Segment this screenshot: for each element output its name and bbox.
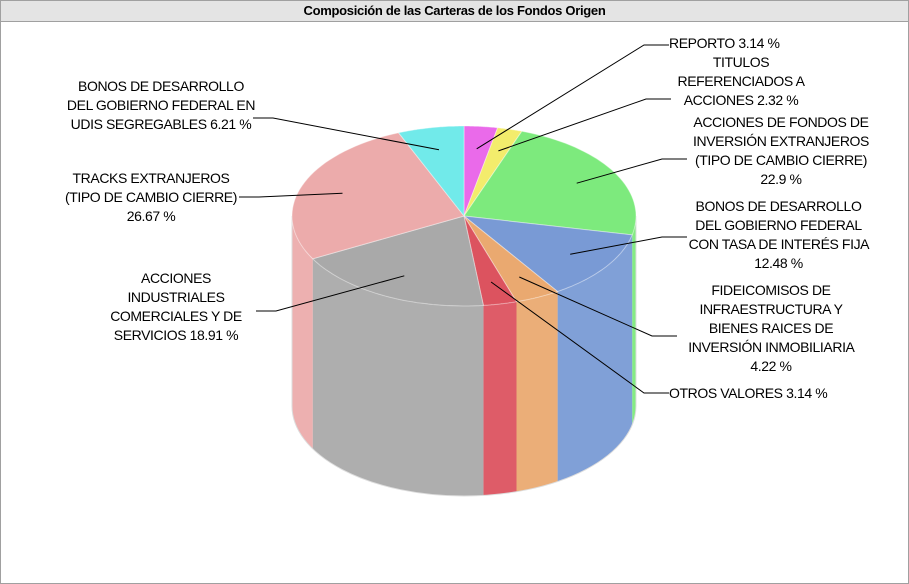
slice (311, 215, 485, 307)
leader-line (476, 44, 669, 150)
value-label: 3.14 % (738, 35, 780, 51)
leader-line (239, 192, 343, 198)
value-label: 26.67 % (126, 208, 176, 224)
slice-label: BONOS DE DESARROLLO DEL GOBIERNO FEDERAL… (686, 197, 871, 273)
cylinder-back (291, 216, 637, 497)
category-label: FIDEICOMISOS DE INFRAESTRUCTURA Y BIENES… (688, 282, 854, 355)
slice-side (483, 301, 517, 496)
slice-label: BONOS DE DESARROLLO DEL GOBIERNO FEDERAL… (66, 77, 256, 134)
leader-line (498, 98, 671, 152)
category-label: ACCIONES DE FONDOS DE INVERSIÓN EXTRANJE… (693, 114, 869, 168)
slice-label: OTROS VALORES 3.14 % (669, 384, 859, 403)
value-label: 18.91 % (189, 327, 239, 343)
slice (397, 125, 465, 218)
category-label: BONOS DE DESARROLLO DEL GOBIERNO FEDERAL… (688, 198, 869, 252)
category-label: REPORTO (669, 35, 735, 51)
slice-label: ACCIONES DE FONDOS DE INVERSIÓN EXTRANJE… (686, 113, 876, 189)
slice-side (312, 258, 484, 496)
value-label: 12.48 % (754, 255, 803, 271)
slice (463, 215, 559, 303)
slice (463, 127, 523, 217)
value-label: 2.32 % (757, 92, 799, 108)
chart-title: Composición de las Carteras de los Fondo… (1, 1, 908, 22)
slice-side (632, 216, 636, 425)
slice-side (557, 234, 633, 482)
value-label: 6.21 % (210, 116, 252, 132)
leader-line (519, 276, 677, 337)
value-label: 3.14 % (786, 385, 828, 401)
slice-label: REPORTO 3.14 % (669, 34, 789, 53)
slice-side (516, 291, 558, 492)
category-label: ACCIONES INDUSTRIALES COMERCIALES Y DE S… (110, 270, 242, 343)
value-label: 22.9 % (760, 171, 802, 187)
slice (463, 215, 518, 306)
category-label: OTROS VALORES (669, 385, 783, 401)
slice (291, 132, 465, 260)
leader-line (490, 281, 669, 394)
slice (462, 215, 633, 293)
category-label: TITULOS REFERENCIADOS A ACCIONES (677, 54, 805, 108)
slice-label: TITULOS REFERENCIADOS A ACCIONES 2.32 % (671, 53, 811, 110)
leader-line (576, 158, 687, 184)
leader-line (256, 275, 405, 312)
category-label: TRACKS EXTRANJEROS (TIPO DE CAMBIO CIERR… (64, 170, 238, 205)
category-label: BONOS DE DESARROLLO DEL GOBIERNO FEDERAL… (66, 78, 256, 132)
slice-side (292, 216, 313, 449)
leader-line (253, 117, 440, 151)
slice-label: TRACKS EXTRANJEROS (TIPO DE CAMBIO CIERR… (56, 169, 246, 226)
slice-label: FIDEICOMISOS DE INFRAESTRUCTURA Y BIENES… (676, 281, 866, 376)
value-label: 4.22 % (750, 358, 792, 374)
leader-line (570, 236, 687, 255)
slice (463, 125, 499, 217)
slice-label: ACCIONES INDUSTRIALES COMERCIALES Y DE S… (96, 269, 256, 345)
